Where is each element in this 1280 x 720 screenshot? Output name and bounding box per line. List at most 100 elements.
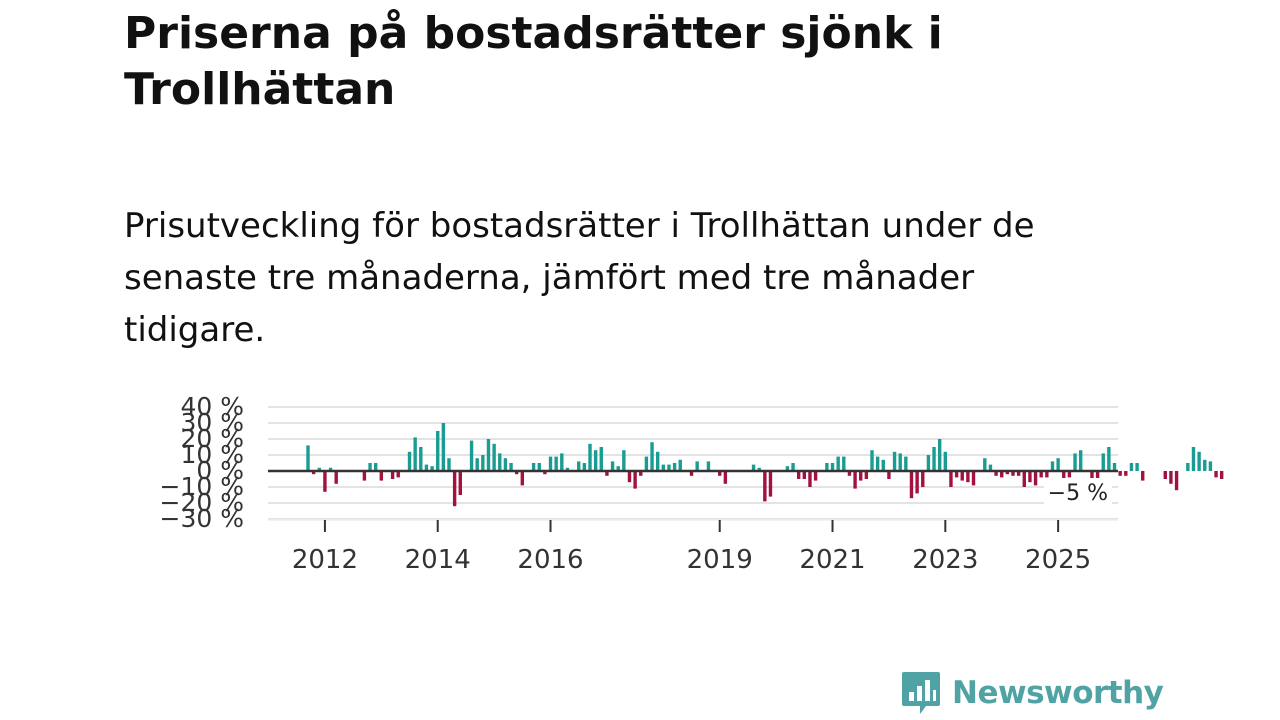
bar — [847, 471, 852, 476]
bar — [954, 471, 959, 478]
bar — [864, 471, 869, 479]
grid-lines — [268, 406, 1118, 520]
x-tick-label: 2012 — [292, 545, 358, 575]
bar — [937, 439, 942, 471]
bar — [672, 463, 677, 471]
x-tick-label: 2023 — [912, 545, 978, 575]
bar — [763, 471, 767, 502]
bar — [1028, 471, 1032, 483]
bar — [1197, 451, 1201, 471]
bar — [306, 445, 310, 471]
bar — [1169, 471, 1173, 484]
bar — [1033, 471, 1038, 486]
price-change-chart: 40 %30 %20 %10 %0 %−10 %−20 %−30 % 2012 2… — [160, 392, 1224, 575]
bar — [949, 471, 953, 487]
bar — [802, 471, 807, 479]
bar — [1062, 471, 1066, 479]
page-title: Priserna på bostadsrätter sjönk i Trollh… — [124, 8, 943, 115]
bar — [943, 451, 948, 471]
bar — [808, 471, 812, 487]
bar — [633, 471, 637, 489]
bar — [441, 423, 446, 471]
bar — [520, 471, 525, 486]
bar — [898, 453, 902, 471]
bar — [390, 471, 395, 479]
bar — [825, 463, 829, 471]
bar — [1112, 463, 1117, 471]
bar — [904, 456, 908, 471]
bar — [926, 455, 931, 471]
last-value-label: −5 % — [1048, 481, 1108, 506]
bar — [334, 471, 338, 484]
y-tick-label: −10 % — [160, 472, 244, 501]
bar — [447, 458, 451, 471]
bar — [689, 471, 694, 476]
bar — [317, 467, 321, 471]
bar — [751, 464, 756, 471]
bar — [813, 471, 818, 481]
y-tick-label: −20 % — [160, 488, 244, 517]
bar — [379, 471, 384, 481]
bar — [1129, 463, 1134, 471]
bar — [785, 466, 790, 471]
bar — [1208, 461, 1213, 471]
bar — [531, 463, 536, 471]
bar — [1090, 471, 1094, 479]
bar — [650, 442, 654, 471]
bar — [430, 466, 434, 471]
bar — [424, 464, 429, 471]
bar — [1022, 471, 1026, 487]
bar — [610, 461, 615, 471]
bar — [1191, 447, 1196, 471]
bar — [1039, 471, 1043, 478]
bar — [1056, 458, 1060, 471]
bar — [311, 471, 316, 475]
bar — [1203, 459, 1207, 471]
brand-logo: Newsworthy — [900, 670, 1164, 716]
bar — [627, 471, 632, 483]
y-tick-label: 40 % — [180, 392, 244, 421]
bar — [368, 463, 372, 471]
bar — [853, 471, 857, 489]
bar — [1186, 463, 1190, 471]
bar — [887, 471, 891, 479]
bar — [859, 471, 863, 481]
bar — [1011, 471, 1015, 476]
bar — [554, 456, 558, 471]
bar — [492, 443, 496, 471]
bar — [582, 463, 587, 471]
bar — [836, 456, 840, 471]
bar — [881, 459, 885, 471]
y-tick-label: 30 % — [180, 408, 244, 437]
bar — [870, 450, 874, 471]
bar — [616, 466, 620, 471]
bar — [328, 467, 333, 471]
bar — [543, 471, 547, 475]
bar — [1000, 471, 1004, 478]
bar — [1174, 471, 1179, 491]
x-tick-label: 2014 — [405, 545, 471, 575]
bar — [960, 471, 964, 481]
bar — [1135, 463, 1139, 471]
bar — [486, 439, 491, 471]
brand-name: Newsworthy — [952, 675, 1164, 711]
bar — [678, 459, 682, 471]
bar — [1045, 471, 1049, 478]
bar — [1141, 471, 1145, 481]
bar — [1016, 471, 1021, 476]
bar — [622, 450, 626, 471]
bar — [475, 458, 479, 471]
bar — [971, 471, 976, 486]
bar — [407, 451, 412, 471]
bar — [323, 471, 327, 492]
bar — [373, 463, 378, 471]
bar — [560, 453, 564, 471]
chart-subtitle: Prisutveckling för bostadsrätter i Troll… — [124, 206, 1035, 350]
bar — [655, 451, 660, 471]
bar — [842, 456, 846, 471]
bar — [892, 451, 897, 471]
bar — [723, 471, 728, 484]
x-tick-label: 2021 — [799, 545, 865, 575]
bar — [1050, 461, 1055, 471]
y-tick-label: 10 % — [180, 440, 244, 469]
